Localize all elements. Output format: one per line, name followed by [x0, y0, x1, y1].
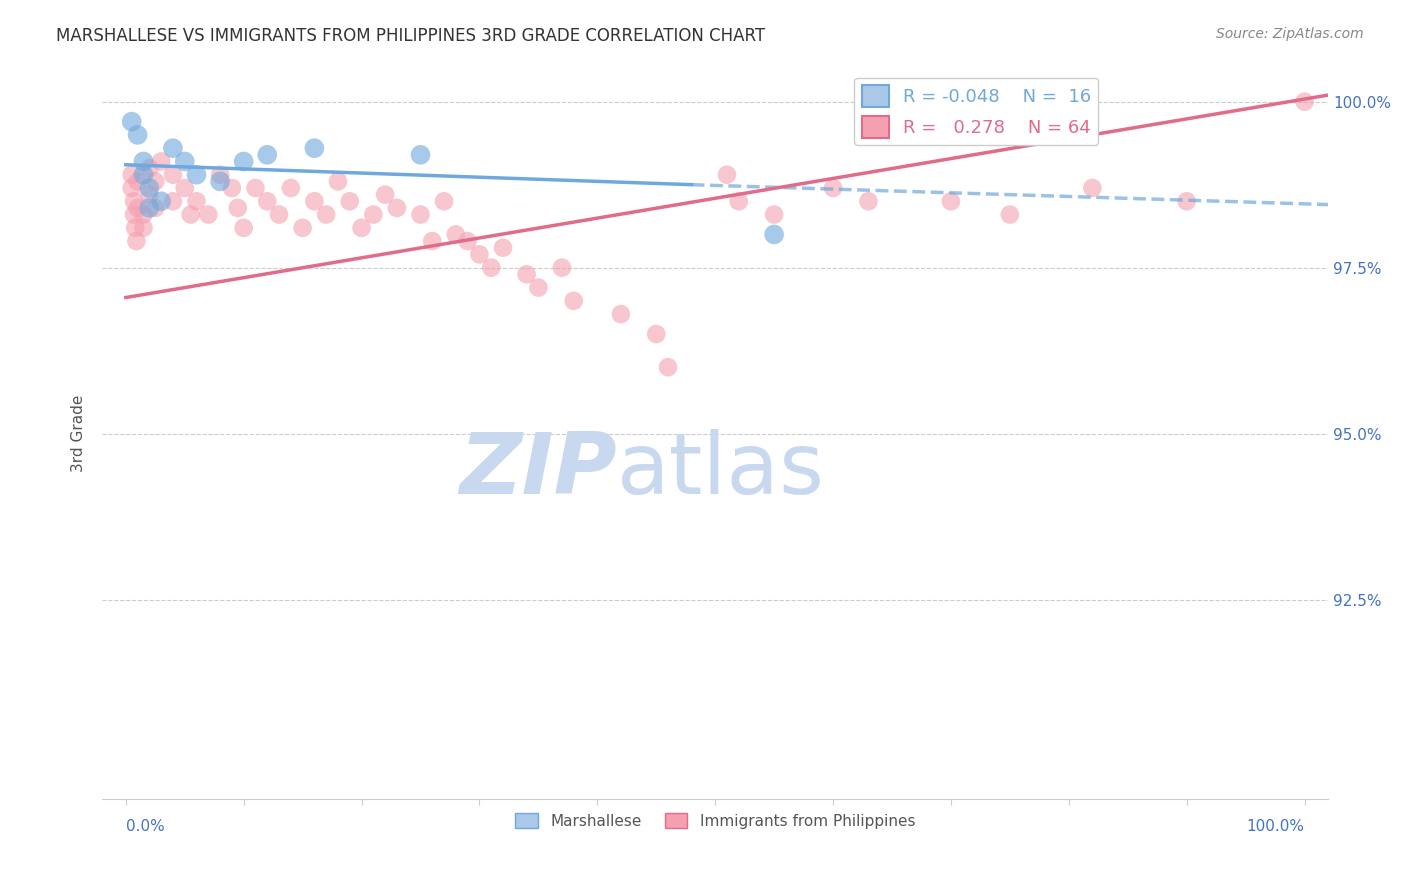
Point — [1081, 181, 1104, 195]
Point — [256, 148, 278, 162]
Point — [409, 148, 432, 162]
Point — [150, 194, 173, 209]
Legend: Marshallese, Immigrants from Philippines: Marshallese, Immigrants from Philippines — [509, 806, 921, 835]
Point — [132, 154, 155, 169]
Point — [479, 260, 502, 275]
Point — [304, 194, 326, 209]
Point — [1294, 95, 1316, 109]
Point — [492, 241, 515, 255]
Point — [457, 234, 479, 248]
Point — [527, 280, 550, 294]
Point — [180, 208, 202, 222]
Point — [162, 168, 184, 182]
Text: ZIP: ZIP — [460, 428, 617, 512]
Point — [173, 154, 195, 169]
Text: MARSHALLESE VS IMMIGRANTS FROM PHILIPPINES 3RD GRADE CORRELATION CHART: MARSHALLESE VS IMMIGRANTS FROM PHILIPPIN… — [56, 27, 765, 45]
Text: atlas: atlas — [617, 428, 825, 512]
Y-axis label: 3rd Grade: 3rd Grade — [72, 395, 86, 472]
Point — [132, 208, 155, 222]
Text: 0.0%: 0.0% — [125, 819, 165, 834]
Point — [197, 208, 219, 222]
Point — [127, 201, 149, 215]
Point — [173, 181, 195, 195]
Point — [645, 326, 668, 341]
Point — [339, 194, 361, 209]
Point — [121, 168, 143, 182]
Point — [315, 208, 337, 222]
Point — [304, 141, 326, 155]
Point — [132, 220, 155, 235]
Point — [138, 181, 160, 195]
Point — [132, 168, 155, 182]
Point — [763, 208, 786, 222]
Point — [143, 174, 166, 188]
Point — [221, 181, 243, 195]
Point — [127, 128, 149, 142]
Point — [420, 234, 443, 248]
Point — [998, 208, 1021, 222]
Point — [121, 181, 143, 195]
Point — [562, 293, 585, 308]
Point — [350, 220, 373, 235]
Point — [385, 201, 408, 215]
Point — [256, 194, 278, 209]
Point — [226, 201, 249, 215]
Point — [138, 161, 160, 175]
Point — [125, 234, 148, 248]
Point — [162, 194, 184, 209]
Point — [122, 208, 145, 222]
Point — [267, 208, 290, 222]
Point — [150, 154, 173, 169]
Point — [444, 227, 467, 242]
Point — [122, 194, 145, 209]
Point — [363, 208, 385, 222]
Point — [209, 174, 232, 188]
Point — [138, 187, 160, 202]
Text: Source: ZipAtlas.com: Source: ZipAtlas.com — [1216, 27, 1364, 41]
Point — [610, 307, 633, 321]
Point — [143, 201, 166, 215]
Point — [209, 168, 232, 182]
Point — [232, 154, 254, 169]
Point — [280, 181, 302, 195]
Point — [939, 194, 962, 209]
Point — [858, 194, 880, 209]
Point — [727, 194, 749, 209]
Point — [551, 260, 574, 275]
Text: 100.0%: 100.0% — [1247, 819, 1305, 834]
Point — [186, 168, 208, 182]
Point — [1175, 194, 1198, 209]
Point — [326, 174, 349, 188]
Point — [186, 194, 208, 209]
Point — [763, 227, 786, 242]
Point — [124, 220, 146, 235]
Point — [127, 174, 149, 188]
Point — [821, 181, 844, 195]
Point — [291, 220, 314, 235]
Point — [468, 247, 491, 261]
Point — [232, 220, 254, 235]
Point — [245, 181, 267, 195]
Point — [516, 267, 538, 281]
Point — [121, 114, 143, 128]
Point — [657, 360, 679, 375]
Point — [138, 201, 160, 215]
Point — [162, 141, 184, 155]
Point — [433, 194, 456, 209]
Point — [409, 208, 432, 222]
Point — [374, 187, 396, 202]
Point — [716, 168, 738, 182]
